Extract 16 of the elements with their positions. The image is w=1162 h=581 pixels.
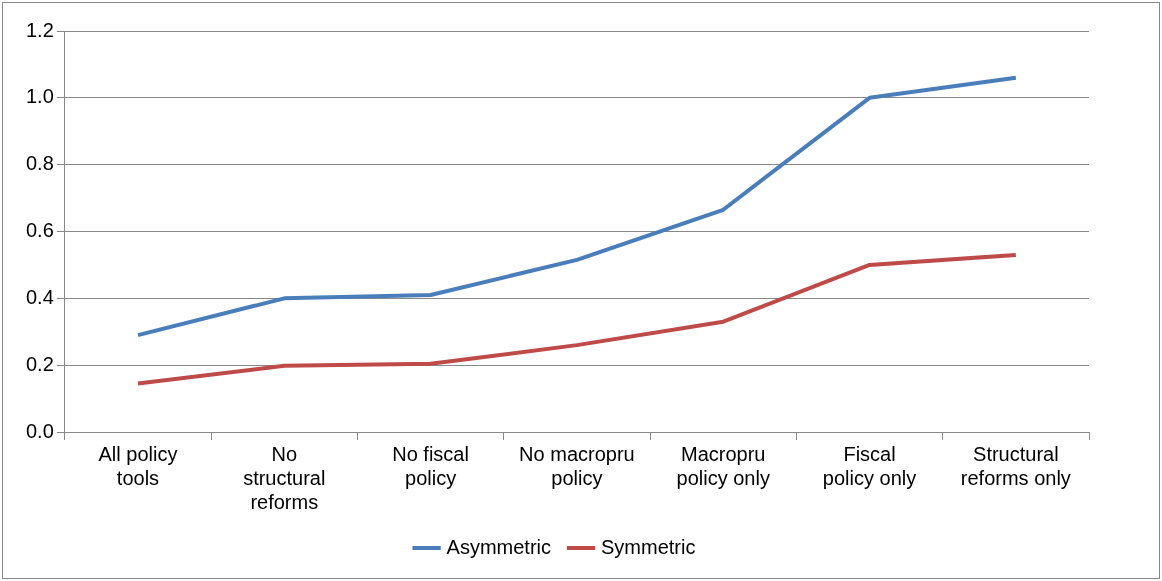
x-tick-label: No structural reforms	[243, 442, 326, 513]
y-tick-label: 0.8	[25, 152, 54, 175]
x-tick-label: All policy tools	[98, 442, 178, 489]
legend-label: Symmetric	[601, 535, 696, 558]
x-tick-label: No fiscal policy	[392, 442, 469, 489]
y-tick-label: 1.2	[25, 18, 54, 41]
x-tick-label: Fiscal policy only	[822, 442, 917, 489]
y-tick-label: 0.0	[25, 419, 54, 442]
x-tick-label: Structural reforms only	[960, 442, 1071, 489]
x-tick-label: Macropru policy only	[676, 442, 770, 489]
y-tick-label: 1.0	[25, 85, 54, 108]
x-tick-label: No macropru policy	[519, 442, 635, 489]
y-tick-label: 0.2	[25, 352, 54, 375]
y-tick-label: 0.6	[25, 219, 54, 242]
y-tick-label: 0.4	[25, 285, 54, 308]
legend-label: Asymmetric	[446, 535, 552, 558]
